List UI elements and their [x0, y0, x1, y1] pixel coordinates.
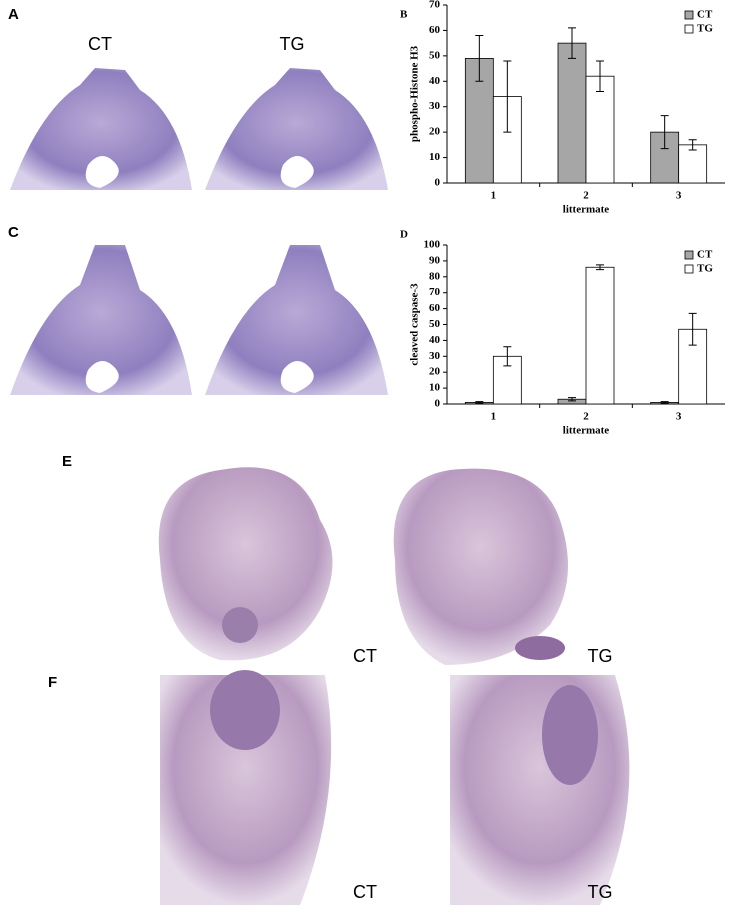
bar — [585, 266, 615, 405]
y-tick-label: 10 — [429, 151, 441, 163]
panel-label: E — [62, 453, 72, 470]
caption: TG — [280, 34, 305, 54]
x-axis-label: littermate — [563, 204, 610, 216]
y-tick-label: 90 — [429, 254, 441, 266]
legend-swatch — [684, 264, 694, 274]
panel-label: C — [8, 224, 19, 241]
error-bar — [503, 60, 512, 133]
y-tick-label: 30 — [429, 100, 441, 112]
caption: CT — [353, 882, 377, 902]
y-tick-label: 50 — [429, 49, 441, 61]
error-bar — [596, 60, 604, 92]
legend-label: CT — [697, 9, 713, 21]
x-tick-label: 2 — [583, 190, 589, 202]
x-tick-label: 3 — [676, 190, 682, 202]
bar — [678, 144, 708, 184]
y-tick-label: 10 — [429, 382, 441, 394]
x-tick-label: 2 — [583, 411, 589, 423]
y-axis-label: cleaved caspase-3 — [409, 283, 421, 366]
panel-label: D — [400, 229, 408, 241]
section-images — [10, 68, 388, 395]
legend-swatch — [684, 24, 694, 34]
bar — [585, 75, 615, 184]
y-tick-label: 20 — [429, 126, 441, 138]
bar — [557, 42, 587, 184]
y-tick-label: 40 — [429, 334, 441, 346]
error-bar — [688, 312, 697, 346]
caption: TG — [588, 882, 613, 902]
embryo-images — [158, 467, 630, 905]
legend-swatch — [684, 250, 694, 260]
y-tick-label: 0 — [435, 398, 441, 410]
caption: CT — [88, 34, 112, 54]
legend-label: CT — [697, 249, 713, 261]
legend-swatch — [684, 10, 694, 20]
error-bar — [596, 264, 604, 271]
y-tick-label: 100 — [424, 239, 441, 251]
x-tick-label: 1 — [491, 411, 497, 423]
x-axis-label: littermate — [563, 425, 610, 437]
y-tick-label: 40 — [429, 75, 441, 87]
error-bar — [660, 115, 669, 150]
caption: TG — [588, 646, 613, 666]
x-tick-label: 3 — [676, 411, 682, 423]
panel-label: F — [48, 674, 57, 691]
error-bar — [568, 27, 576, 59]
y-tick-label: 0 — [435, 177, 441, 189]
error-bar — [568, 397, 576, 402]
y-tick-label: 20 — [429, 366, 441, 378]
error-bar — [660, 401, 669, 404]
caption: CT — [353, 646, 377, 666]
panel-label: B — [400, 9, 408, 21]
error-bar — [688, 139, 697, 151]
y-tick-label: 80 — [429, 270, 441, 282]
y-tick-label: 60 — [429, 24, 441, 36]
panel-label: A — [8, 6, 19, 23]
legend-label: TG — [697, 23, 713, 35]
error-bar — [475, 401, 484, 404]
legend-label: TG — [697, 263, 713, 275]
panel-labels: A CT TG C E CT TG F CT TG — [8, 6, 613, 902]
x-tick-label: 1 — [491, 190, 497, 202]
y-tick-label: 60 — [429, 302, 441, 314]
y-tick-label: 50 — [429, 318, 441, 330]
y-tick-label: 30 — [429, 350, 441, 362]
y-tick-label: 70 — [429, 0, 441, 11]
y-tick-label: 70 — [429, 286, 441, 298]
y-axis-label: phospho-Histone H3 — [409, 45, 421, 142]
error-bar — [503, 346, 512, 367]
error-bar — [475, 35, 484, 82]
